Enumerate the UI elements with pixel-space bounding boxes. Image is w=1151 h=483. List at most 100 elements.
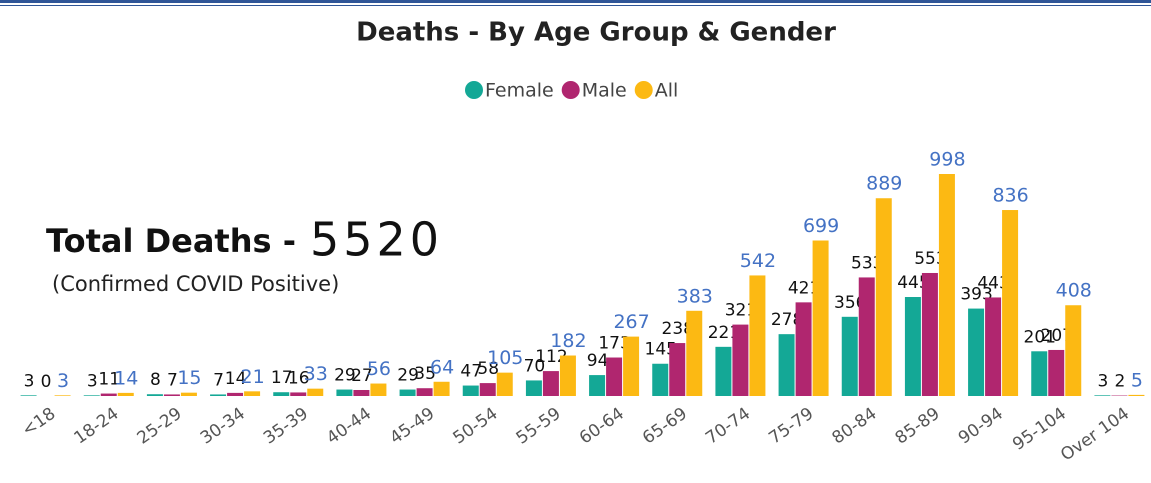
data-label: 7 (167, 370, 178, 390)
data-label: 553 (914, 249, 946, 269)
bar (778, 334, 795, 396)
bar (938, 174, 955, 396)
data-label: 33 (304, 363, 328, 385)
bar (210, 394, 227, 396)
legend-label: All (655, 80, 679, 102)
data-label: 112 (535, 347, 567, 367)
bar (732, 324, 749, 396)
bar (1048, 349, 1065, 396)
x-tick-label: 40-44 (323, 404, 375, 449)
data-label: 29 (397, 366, 419, 386)
data-label: 238 (662, 319, 694, 339)
bar (795, 302, 812, 396)
bar (180, 392, 197, 396)
chart-title: Deaths - By Age Group & Gender (356, 18, 836, 48)
legend: Female Male All (465, 80, 678, 102)
data-label: 29 (334, 366, 356, 386)
data-label: 889 (866, 173, 902, 195)
bar (353, 389, 370, 396)
data-label: 16 (288, 368, 310, 388)
bar (715, 346, 732, 396)
data-label: 278 (771, 310, 803, 330)
data-label: 8 (150, 370, 161, 390)
bar (117, 392, 134, 396)
data-label: 105 (487, 347, 523, 369)
data-label: 145 (645, 340, 677, 360)
bar (904, 297, 921, 396)
x-tick-label: 50-54 (450, 404, 502, 449)
x-tick-label: 25-29 (134, 404, 186, 449)
bar (1128, 394, 1145, 396)
data-label: 3 (24, 371, 35, 391)
bar (559, 355, 576, 396)
data-label: 533 (851, 253, 883, 273)
bar (623, 336, 640, 396)
data-label: 70 (524, 356, 546, 376)
bar (1065, 305, 1082, 396)
data-label: 836 (992, 185, 1028, 207)
data-label: 201 (1024, 327, 1056, 347)
data-label: 542 (740, 250, 776, 272)
data-label: 7 (213, 370, 224, 390)
data-label: 58 (477, 359, 499, 379)
bar (479, 383, 496, 396)
data-label: 15 (177, 367, 201, 389)
bar (433, 381, 450, 396)
total-value: 5520 (310, 213, 443, 267)
bar (416, 388, 433, 396)
data-label: 17 (271, 368, 293, 388)
data-label: 207 (1041, 326, 1073, 346)
bar (669, 343, 686, 396)
legend-label: Male (582, 80, 627, 102)
bar (100, 393, 117, 396)
x-tick-label: 60-64 (576, 404, 628, 449)
x-tick-label: 85-89 (892, 404, 944, 449)
total-label: Total Deaths - (46, 222, 296, 260)
data-label: 356 (834, 293, 866, 313)
bar (1002, 210, 1019, 396)
data-label: 5 (1131, 369, 1143, 391)
bar (652, 363, 669, 396)
legend-label: Female (485, 80, 554, 102)
data-label: 421 (788, 278, 820, 298)
data-label: 173 (598, 334, 630, 354)
bar (244, 391, 261, 396)
bar (812, 240, 829, 396)
bar (589, 375, 606, 396)
data-label: 998 (929, 149, 965, 171)
data-label: 221 (708, 323, 740, 343)
data-label: 64 (430, 356, 454, 378)
bar (841, 316, 858, 396)
data-label: 35 (414, 364, 436, 384)
data-label: 0 (41, 372, 52, 392)
data-label: 393 (960, 285, 992, 305)
data-label: 14 (114, 367, 138, 389)
x-tick-label: 30-34 (197, 404, 249, 449)
data-label: 14 (225, 369, 247, 389)
bar (875, 198, 892, 396)
x-tick-label: <18 (18, 404, 59, 441)
x-tick-label: 35-39 (260, 404, 312, 449)
top-border (0, 5, 1151, 6)
x-tick-label: 55-59 (513, 404, 565, 449)
bar (542, 371, 559, 396)
top-border (0, 0, 1151, 3)
bar (921, 272, 938, 396)
x-tick-label: 45-49 (386, 404, 438, 449)
data-label: 2 (1115, 372, 1126, 392)
x-tick-label: 70-74 (702, 404, 754, 449)
bar (606, 357, 623, 396)
data-label: 321 (725, 301, 757, 321)
data-label: 94 (587, 351, 609, 371)
bar (1031, 351, 1048, 396)
x-tick-label: 75-79 (765, 404, 817, 449)
data-label: 443 (977, 273, 1009, 293)
data-label: 47 (460, 362, 482, 382)
bar (370, 383, 387, 396)
data-label: 699 (803, 215, 839, 237)
bar (336, 389, 353, 396)
data-label: 445 (897, 273, 929, 293)
data-label: 11 (98, 370, 120, 390)
x-tick-label: 65-69 (639, 404, 691, 449)
